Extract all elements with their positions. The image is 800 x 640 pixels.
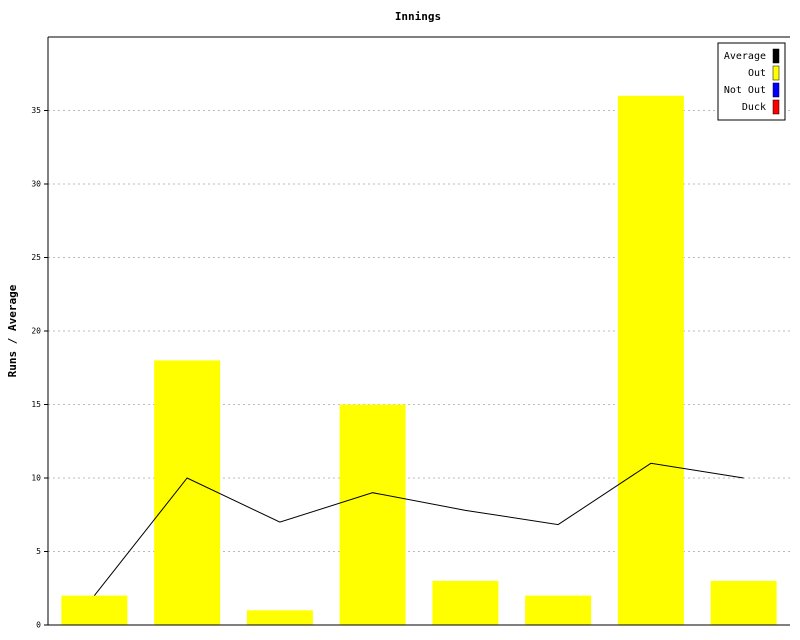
- bar: [154, 360, 221, 625]
- bar: [617, 95, 684, 626]
- chart-title: Innings: [395, 10, 441, 23]
- legend-swatch: [772, 48, 780, 64]
- y-tick-label: 30: [31, 180, 41, 189]
- bar: [432, 580, 499, 625]
- legend-label: Duck: [742, 102, 766, 113]
- y-tick-label: 20: [31, 327, 41, 336]
- y-tick-label: 10: [31, 474, 41, 483]
- legend-label: Average: [724, 51, 766, 62]
- line: [93, 462, 744, 596]
- bar: [710, 580, 777, 625]
- bar: [339, 404, 406, 625]
- legend-swatch: [772, 82, 780, 98]
- legend-swatch: [772, 99, 780, 115]
- y-tick-label: 15: [31, 400, 41, 409]
- y-tick-label: 5: [36, 547, 41, 556]
- bar: [246, 610, 313, 625]
- legend-swatch: [772, 65, 780, 81]
- legend-label: Not Out: [724, 85, 766, 96]
- y-tick-label: 0: [36, 621, 41, 630]
- bar: [61, 595, 128, 625]
- legend-label: Out: [748, 68, 766, 79]
- bar: [525, 595, 592, 625]
- y-tick-label: 35: [31, 106, 41, 115]
- y-tick-label: 25: [31, 253, 41, 262]
- y-axis-label: Runs / Average: [6, 284, 19, 377]
